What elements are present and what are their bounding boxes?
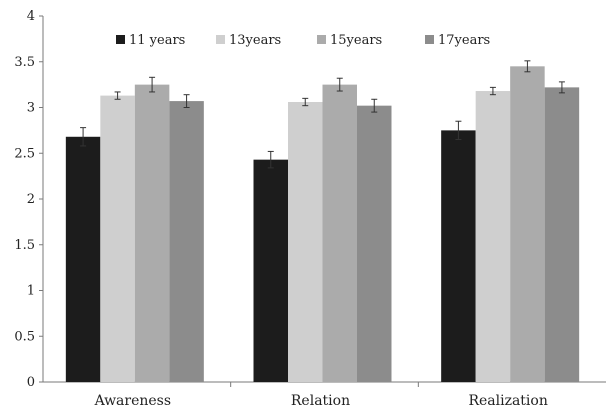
x-category-label: Realization xyxy=(468,393,547,409)
y-tick-label: 2 xyxy=(27,192,35,207)
bar xyxy=(357,105,392,383)
bar xyxy=(322,84,357,382)
y-tick-label: 2.5 xyxy=(14,146,35,161)
y-tick-label: 3.5 xyxy=(14,55,35,70)
bar xyxy=(510,66,545,382)
y-tick-label: 1 xyxy=(27,284,35,299)
legend-swatch xyxy=(425,35,434,44)
bar xyxy=(544,87,580,383)
axes: 0 0.5 1 1.5 2 2.5 3 3.5 4 Awareness Relation Realiz… xyxy=(14,9,606,409)
bar xyxy=(288,102,323,382)
y-tick-label: 0.5 xyxy=(14,329,35,344)
legend-swatch xyxy=(317,35,326,44)
bar xyxy=(475,91,511,382)
legend-label: 15years xyxy=(330,33,382,48)
legend-swatch xyxy=(116,35,125,44)
bar xyxy=(100,95,135,382)
y-tick-label: 4 xyxy=(27,9,35,24)
y-tick-label: 3 xyxy=(27,101,35,116)
bar xyxy=(65,136,101,382)
y-tick-label: 1.5 xyxy=(14,238,35,253)
bars xyxy=(65,60,580,383)
bar xyxy=(441,130,476,382)
bar xyxy=(169,101,204,382)
bar xyxy=(134,84,170,382)
legend-label: 17years xyxy=(438,33,490,48)
legend-swatch xyxy=(216,35,225,44)
y-tick-label: 0 xyxy=(27,375,35,390)
x-category-label: Awareness xyxy=(94,393,171,409)
legend: 11 years 13years 15years 17years xyxy=(116,33,490,48)
bar xyxy=(253,159,288,382)
x-category-label: Relation xyxy=(291,393,350,409)
legend-label: 13years xyxy=(229,33,281,48)
legend-label: 11 years xyxy=(129,33,185,48)
